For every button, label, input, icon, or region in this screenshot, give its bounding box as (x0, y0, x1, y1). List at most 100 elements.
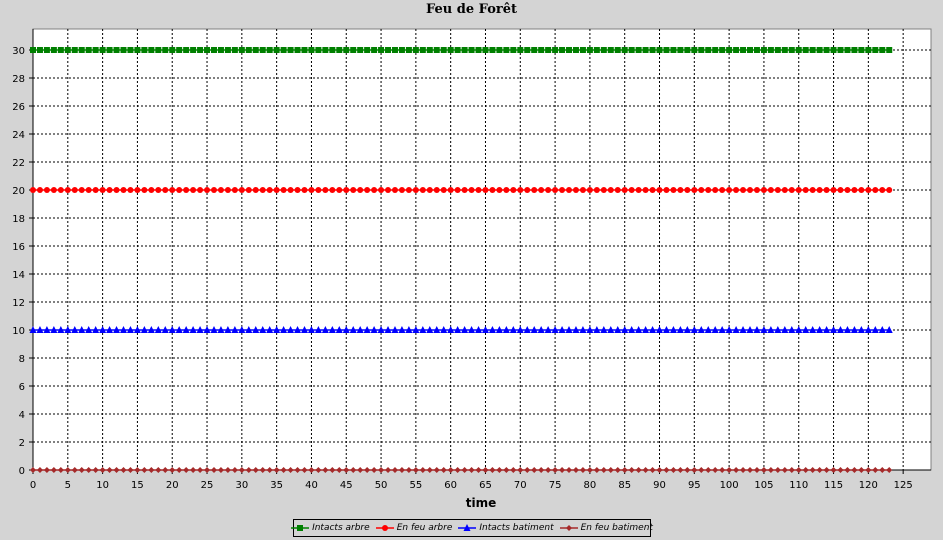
x-tick-label: 70 (514, 480, 527, 491)
data-point (725, 326, 733, 333)
data-point (503, 467, 510, 473)
data-point (43, 467, 50, 473)
data-point (196, 326, 204, 333)
x-tick-label: 65 (479, 480, 492, 491)
data-point (440, 326, 448, 333)
data-point (677, 467, 684, 473)
data-point (315, 467, 322, 473)
data-point (336, 467, 343, 473)
legend-marker (381, 525, 388, 531)
data-point (489, 187, 496, 193)
data-point (378, 467, 385, 473)
data-point (628, 47, 635, 53)
data-point (705, 467, 712, 473)
data-point (43, 47, 50, 53)
data-point (691, 467, 698, 473)
chart-title: Feu de Forêt (426, 2, 517, 17)
data-point (447, 467, 454, 473)
data-point (719, 187, 726, 193)
data-point (378, 47, 385, 53)
x-tick-label: 15 (131, 480, 144, 491)
data-point (844, 187, 851, 193)
data-point (385, 187, 392, 193)
data-point (266, 467, 273, 473)
data-point (287, 47, 294, 53)
data-point (545, 187, 552, 193)
data-point (740, 47, 747, 53)
data-point (572, 47, 579, 53)
data-point (816, 467, 823, 473)
y-tick-label: 18 (12, 214, 25, 225)
data-point (287, 326, 295, 333)
data-point (30, 467, 36, 473)
data-point (398, 187, 405, 193)
legend-swatch (559, 525, 578, 531)
data-point (676, 326, 684, 333)
data-point (147, 326, 155, 333)
data-point (788, 467, 795, 473)
data-point (517, 47, 524, 53)
data-point (837, 187, 844, 193)
data-point (106, 467, 113, 473)
data-point (210, 187, 217, 193)
data-point (343, 47, 350, 53)
data-point (308, 467, 315, 473)
data-point (71, 47, 78, 53)
data-point (656, 326, 664, 333)
x-tick-label: 115 (824, 480, 843, 491)
data-point (301, 187, 308, 193)
data-point (642, 467, 649, 473)
x-tick-label: 120 (859, 480, 878, 491)
data-point (579, 187, 586, 193)
data-point (663, 187, 670, 193)
data-point (426, 467, 433, 473)
data-point (621, 47, 628, 53)
data-point (119, 326, 127, 333)
data-point (99, 467, 106, 473)
data-point (684, 47, 691, 53)
data-point (468, 467, 475, 473)
data-point (64, 47, 71, 53)
data-point (294, 467, 301, 473)
data-point (732, 326, 740, 333)
x-tick-label: 45 (340, 480, 353, 491)
data-point (879, 47, 886, 53)
data-point (162, 47, 169, 53)
data-point (71, 326, 79, 333)
legend-swatch (458, 524, 477, 531)
y-tick-label: 0 (19, 466, 25, 477)
data-point (238, 326, 246, 333)
data-point (300, 326, 308, 333)
data-point (426, 47, 433, 53)
data-point (454, 187, 461, 193)
data-point (259, 467, 266, 473)
y-tick-label: 2 (19, 438, 25, 449)
data-point (774, 47, 781, 53)
data-point (280, 187, 287, 193)
x-tick-label: 90 (653, 480, 666, 491)
data-point (823, 187, 830, 193)
data-point (698, 187, 705, 193)
y-tick-label: 22 (12, 158, 25, 169)
data-point (712, 187, 719, 193)
data-point (391, 326, 399, 333)
data-point (371, 187, 378, 193)
data-point (329, 467, 336, 473)
x-tick-label: 20 (166, 480, 179, 491)
data-point (140, 326, 148, 333)
data-point (126, 326, 134, 333)
data-point (183, 467, 190, 473)
data-point (475, 47, 482, 53)
data-point (363, 326, 371, 333)
data-point (385, 47, 392, 53)
data-point (663, 47, 670, 53)
x-tick-label: 5 (65, 480, 71, 491)
data-point (113, 467, 120, 473)
data-point (280, 467, 287, 473)
data-point (872, 467, 879, 473)
data-point (663, 467, 670, 473)
data-point (30, 47, 36, 53)
data-point (670, 187, 677, 193)
data-point (711, 326, 719, 333)
